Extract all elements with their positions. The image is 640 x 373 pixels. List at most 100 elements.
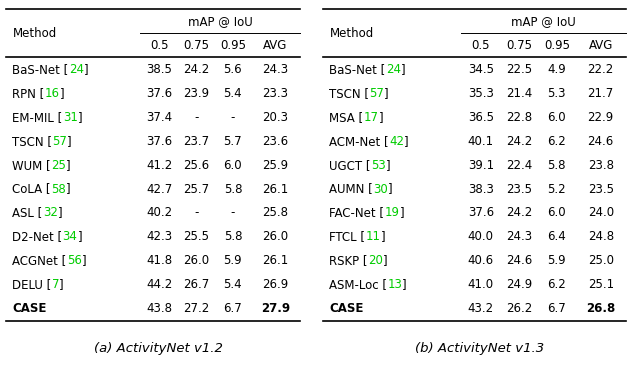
Text: 30: 30 [373,182,388,195]
Text: 42.3: 42.3 [146,231,172,244]
Text: 58: 58 [51,182,66,195]
Text: CoLA [: CoLA [ [13,182,51,195]
Text: 20: 20 [368,254,383,267]
Text: 38.3: 38.3 [468,182,493,195]
Text: AVG: AVG [589,39,613,52]
Text: 23.6: 23.6 [262,135,289,148]
Text: 21.4: 21.4 [506,87,532,100]
Text: 42.7: 42.7 [146,182,172,195]
Text: 27.2: 27.2 [183,302,209,315]
Text: ]: ] [66,182,70,195]
Text: CASE: CASE [330,302,364,315]
Text: 24.3: 24.3 [262,63,289,76]
Text: 23.8: 23.8 [588,159,614,172]
Text: 57: 57 [369,87,385,100]
Text: 19: 19 [385,207,399,219]
Text: mAP @ IoU: mAP @ IoU [511,15,576,28]
Text: 26.0: 26.0 [262,231,289,244]
Text: ]: ] [58,207,62,219]
Text: 27.9: 27.9 [261,302,290,315]
Text: UGCT [: UGCT [ [330,159,371,172]
Text: 24: 24 [386,63,401,76]
Text: 41.0: 41.0 [468,278,494,291]
Text: 26.8: 26.8 [586,302,616,315]
Text: 5.9: 5.9 [223,254,242,267]
Text: 24.9: 24.9 [506,278,532,291]
Text: 17: 17 [364,111,379,123]
Text: AVG: AVG [263,39,287,52]
Text: 24.2: 24.2 [506,207,532,219]
Text: ]: ] [67,135,72,148]
Text: 4.9: 4.9 [547,63,566,76]
Text: 37.6: 37.6 [146,135,172,148]
Text: ]: ] [386,159,390,172]
Text: -: - [230,207,235,219]
Text: 11: 11 [365,231,380,244]
Text: FTCL [: FTCL [ [330,231,365,244]
Text: 13: 13 [387,278,403,291]
Text: ]: ] [403,278,407,291]
Text: 26.2: 26.2 [506,302,532,315]
Text: 37.6: 37.6 [146,87,172,100]
Text: ]: ] [77,231,82,244]
Text: 6.4: 6.4 [547,231,566,244]
Text: 25.6: 25.6 [183,159,209,172]
Text: 24.6: 24.6 [588,135,614,148]
Text: 35.3: 35.3 [468,87,493,100]
Text: 23.3: 23.3 [262,87,289,100]
Text: 5.9: 5.9 [547,254,566,267]
Text: 6.0: 6.0 [547,207,566,219]
Text: ]: ] [60,278,64,291]
Text: 31: 31 [63,111,77,123]
Text: 23.5: 23.5 [588,182,614,195]
Text: 24.0: 24.0 [588,207,614,219]
Text: 25.9: 25.9 [262,159,289,172]
Text: 0.75: 0.75 [506,39,532,52]
Text: 0.5: 0.5 [150,39,168,52]
Text: EM-MIL [: EM-MIL [ [13,111,63,123]
Text: 37.6: 37.6 [468,207,494,219]
Text: 40.6: 40.6 [468,254,494,267]
Text: 5.4: 5.4 [223,278,242,291]
Text: 41.8: 41.8 [146,254,172,267]
Text: 40.2: 40.2 [146,207,172,219]
Text: 5.6: 5.6 [223,63,242,76]
Text: 22.8: 22.8 [506,111,532,123]
Text: 26.9: 26.9 [262,278,289,291]
Text: 6.2: 6.2 [547,278,566,291]
Text: 0.95: 0.95 [544,39,570,52]
Text: 42: 42 [389,135,404,148]
Text: 39.1: 39.1 [468,159,494,172]
Text: 0.5: 0.5 [472,39,490,52]
Text: 25.5: 25.5 [184,231,209,244]
Text: 23.9: 23.9 [183,87,209,100]
Text: BaS-Net [: BaS-Net [ [330,63,386,76]
Text: WUM [: WUM [ [13,159,51,172]
Text: 22.9: 22.9 [588,111,614,123]
Text: 53: 53 [371,159,386,172]
Text: 25.1: 25.1 [588,278,614,291]
Text: 22.5: 22.5 [506,63,532,76]
Text: 5.8: 5.8 [548,159,566,172]
Text: ACM-Net [: ACM-Net [ [330,135,389,148]
Text: MSA [: MSA [ [330,111,364,123]
Text: BaS-Net [: BaS-Net [ [13,63,68,76]
Text: TSCN [: TSCN [ [13,135,52,148]
Text: 7: 7 [52,278,60,291]
Text: 6.2: 6.2 [547,135,566,148]
Text: RSKP [: RSKP [ [330,254,368,267]
Text: D2-Net [: D2-Net [ [13,231,63,244]
Text: 57: 57 [52,135,67,148]
Text: RPN [: RPN [ [13,87,45,100]
Text: 36.5: 36.5 [468,111,494,123]
Text: ASM-Loc [: ASM-Loc [ [330,278,387,291]
Text: 25.7: 25.7 [183,182,209,195]
Text: ]: ] [388,182,392,195]
Text: 24.3: 24.3 [506,231,532,244]
Text: Method: Method [13,27,57,40]
Text: TSCN [: TSCN [ [330,87,369,100]
Text: 22.4: 22.4 [506,159,532,172]
Text: ]: ] [385,87,389,100]
Text: CASE: CASE [13,302,47,315]
Text: -: - [194,207,198,219]
